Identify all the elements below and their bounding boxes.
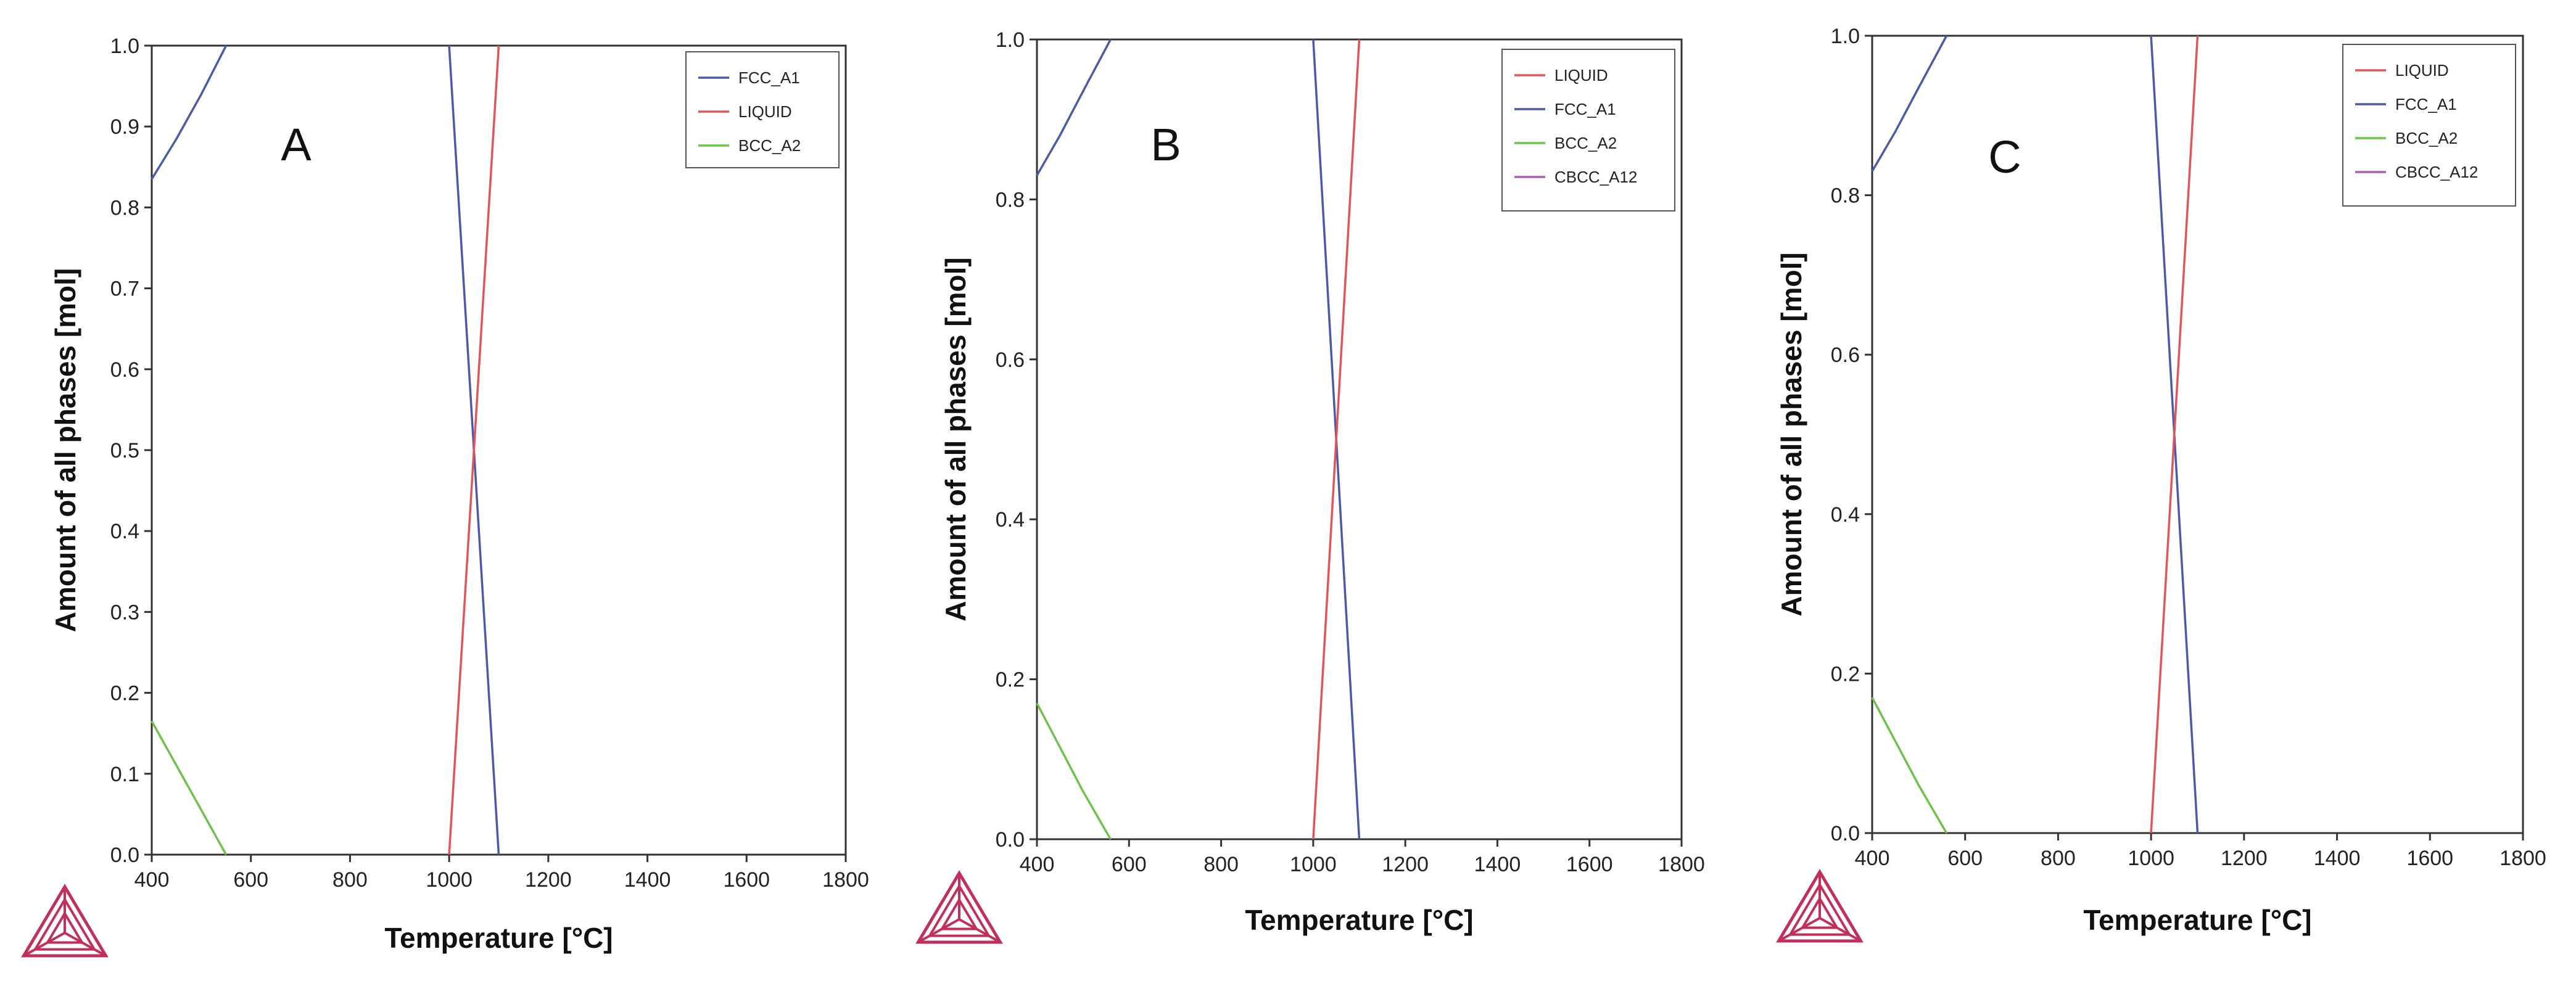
panel-letter: C bbox=[1988, 131, 2021, 183]
x-tick-label: 800 bbox=[2041, 847, 2076, 870]
thermo-calc-logo-icon bbox=[21, 884, 109, 958]
y-tick-label: 0.5 bbox=[110, 439, 139, 462]
x-axis-title: Temperature [°C] bbox=[384, 922, 613, 954]
logo-spoke bbox=[959, 918, 1001, 943]
x-tick-label: 1000 bbox=[426, 868, 473, 892]
y-tick-label: 0.6 bbox=[1831, 343, 1860, 367]
legend-label: BCC_A2 bbox=[1554, 134, 1617, 152]
logo-core-triangle bbox=[1800, 896, 1839, 929]
x-tick-label: 1200 bbox=[2221, 847, 2268, 870]
legend-box bbox=[685, 51, 840, 168]
x-tick-label: 600 bbox=[1112, 853, 1147, 876]
y-tick-label: 0.4 bbox=[996, 508, 1025, 532]
x-tick-label: 1600 bbox=[723, 868, 770, 892]
x-tick-label: 800 bbox=[1203, 853, 1239, 876]
x-tick-label: 600 bbox=[1947, 847, 1983, 870]
x-tick-label: 1400 bbox=[1474, 853, 1521, 876]
y-tick-label: 0.0 bbox=[996, 828, 1025, 852]
x-tick-label: 1200 bbox=[525, 868, 572, 892]
thermo-calc-logo-icon bbox=[1776, 869, 1864, 943]
series-line-liquid bbox=[1312, 39, 1361, 840]
x-tick-label: 1800 bbox=[822, 868, 869, 892]
y-axis-title: Amount of all phases [mol] bbox=[1775, 252, 1807, 616]
y-tick-label: 0.4 bbox=[1831, 503, 1860, 527]
y-tick-label: 0.0 bbox=[110, 844, 139, 867]
y-tick-label: 0.6 bbox=[110, 358, 139, 382]
legend-label: FCC_A1 bbox=[1554, 100, 1616, 118]
logo-inner-triangle bbox=[33, 897, 97, 951]
series-line-bcc_a2 bbox=[1036, 702, 1112, 840]
panel-c: 400 600 800 1000 1200 1400 1600 1800 0.0 0.2 0.4 0.… bbox=[1775, 25, 2546, 943]
x-tick-label: 600 bbox=[233, 868, 268, 892]
y-tick-label: 0.6 bbox=[996, 348, 1025, 372]
x-tick-label: 1000 bbox=[2128, 847, 2174, 870]
x-tick-label: 400 bbox=[1855, 847, 1890, 870]
y-tick-label: 0.0 bbox=[1831, 822, 1860, 845]
series-line-bcc_a2 bbox=[151, 720, 228, 855]
logo-inner-triangle bbox=[927, 884, 991, 937]
x-tick-label: 800 bbox=[332, 868, 368, 892]
logo-spoke bbox=[1778, 917, 1820, 942]
series-line-fcc_a1 bbox=[1036, 39, 1112, 176]
legend-label: FCC_A1 bbox=[738, 68, 800, 87]
y-tick-label: 0.1 bbox=[110, 763, 139, 786]
logo-core-triangle bbox=[45, 911, 85, 944]
y-tick-label: 0.2 bbox=[110, 682, 139, 705]
y-tick-label: 0.7 bbox=[110, 277, 139, 301]
y-tick-label: 1.0 bbox=[1831, 25, 1860, 48]
y-axis-title: Amount of all phases [mol] bbox=[49, 268, 81, 632]
x-tick-label: 1000 bbox=[1290, 853, 1337, 876]
series-line-bcc_a2 bbox=[1871, 697, 1948, 834]
legend-label: LIQUID bbox=[1554, 66, 1608, 84]
x-tick-label: 1600 bbox=[2406, 847, 2453, 870]
x-axis-title: Temperature [°C] bbox=[1245, 904, 1473, 936]
y-tick-label: 0.8 bbox=[996, 188, 1025, 212]
logo-spoke bbox=[23, 932, 65, 957]
series-line-fcc_a1 bbox=[151, 45, 228, 180]
legend-label: CBCC_A12 bbox=[1554, 168, 1637, 186]
logo-spoke bbox=[1819, 917, 1862, 942]
logo-inner-triangle bbox=[1788, 882, 1852, 936]
legend-label: BCC_A2 bbox=[2395, 129, 2458, 147]
x-axis-title: Temperature [°C] bbox=[2083, 904, 2311, 936]
logo-spoke bbox=[917, 918, 960, 943]
logo-outer-triangle bbox=[1776, 869, 1864, 943]
x-tick-label: 1600 bbox=[1566, 853, 1613, 876]
y-tick-label: 0.2 bbox=[996, 668, 1025, 692]
logo-outer-triangle bbox=[915, 870, 1003, 944]
panel-a: 400 600 800 1000 1200 1400 1600 1800 0.0 0.1 0.2 0.… bbox=[21, 35, 869, 958]
y-tick-label: 1.0 bbox=[996, 28, 1025, 52]
legend-label: FCC_A1 bbox=[2395, 95, 2457, 113]
x-tick-label: 400 bbox=[134, 868, 170, 892]
y-tick-label: 1.0 bbox=[110, 35, 139, 58]
thermo-calc-logo-icon bbox=[915, 870, 1003, 944]
y-tick-label: 0.9 bbox=[110, 115, 139, 139]
y-axis-title: Amount of all phases [mol] bbox=[939, 257, 972, 621]
logo-core-triangle bbox=[939, 897, 979, 930]
x-tick-label: 1400 bbox=[2314, 847, 2361, 870]
y-tick-label: 0.3 bbox=[110, 601, 139, 624]
x-tick-label: 1200 bbox=[1382, 853, 1429, 876]
series-line-fcc_a1 bbox=[1871, 35, 1948, 172]
y-tick-label: 0.2 bbox=[1831, 662, 1860, 686]
logo-outer-triangle bbox=[21, 884, 109, 958]
legend-label: LIQUID bbox=[2395, 61, 2449, 80]
x-tick-label: 400 bbox=[1020, 853, 1055, 876]
legend-label: CBCC_A12 bbox=[2395, 163, 2478, 181]
series-line-liquid bbox=[2150, 35, 2199, 834]
legend-label: LIQUID bbox=[738, 102, 792, 121]
y-tick-label: 0.8 bbox=[110, 196, 139, 220]
panel-letter: A bbox=[281, 119, 312, 170]
y-tick-label: 0.4 bbox=[110, 520, 139, 543]
legend-label: BCC_A2 bbox=[738, 136, 801, 155]
panel-b: 400 600 800 1000 1200 1400 1600 1800 0.0 0.2 0.4 0.… bbox=[915, 28, 1705, 944]
x-tick-label: 1800 bbox=[1658, 853, 1705, 876]
panel-letter: B bbox=[1150, 119, 1181, 170]
y-tick-label: 0.8 bbox=[1831, 184, 1860, 208]
x-tick-label: 1400 bbox=[624, 868, 671, 892]
logo-spoke bbox=[64, 932, 107, 957]
series-line-liquid bbox=[448, 45, 500, 855]
x-tick-label: 1800 bbox=[2500, 847, 2546, 870]
